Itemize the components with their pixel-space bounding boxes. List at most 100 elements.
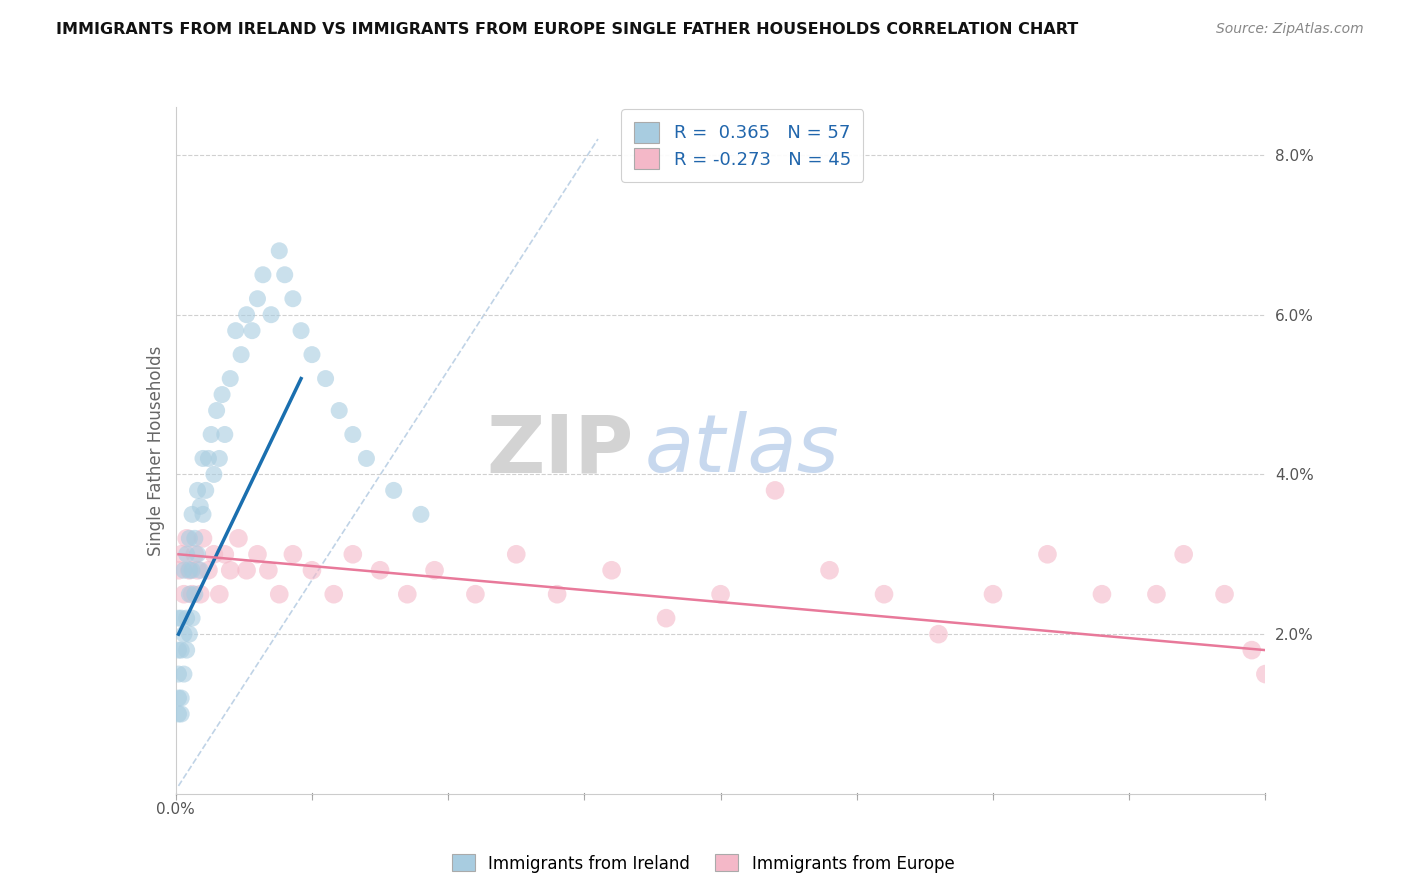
- Legend: R =  0.365   N = 57, R = -0.273   N = 45: R = 0.365 N = 57, R = -0.273 N = 45: [621, 109, 863, 182]
- Point: [281, 547, 304, 561]
- Point: [981, 587, 1004, 601]
- Point: [184, 531, 207, 545]
- Text: atlas: atlas: [644, 411, 839, 490]
- Point: [173, 587, 195, 601]
- Point: [710, 587, 733, 601]
- Point: [202, 547, 225, 561]
- Point: [269, 587, 291, 601]
- Point: [368, 563, 391, 577]
- Point: [208, 451, 231, 466]
- Point: [228, 531, 250, 545]
- Point: [188, 563, 211, 577]
- Point: [191, 451, 214, 466]
- Point: [170, 643, 193, 657]
- Point: [301, 348, 323, 362]
- Point: [315, 371, 337, 385]
- Point: [176, 643, 198, 657]
- Point: [170, 691, 193, 706]
- Point: [176, 531, 198, 545]
- Point: [1254, 667, 1277, 681]
- Point: [186, 563, 209, 577]
- Point: [167, 611, 190, 625]
- Point: [464, 587, 486, 601]
- Point: [184, 547, 207, 561]
- Point: [205, 403, 228, 417]
- Point: [167, 667, 190, 681]
- Text: Source: ZipAtlas.com: Source: ZipAtlas.com: [1216, 22, 1364, 37]
- Point: [235, 563, 257, 577]
- Point: [396, 587, 419, 601]
- Point: [763, 483, 786, 498]
- Point: [202, 467, 225, 482]
- Point: [173, 627, 195, 641]
- Text: ZIP: ZIP: [486, 411, 633, 490]
- Point: [546, 587, 568, 601]
- Point: [505, 547, 527, 561]
- Point: [188, 500, 211, 514]
- Point: [356, 451, 378, 466]
- Point: [179, 563, 201, 577]
- Point: [1091, 587, 1114, 601]
- Point: [179, 563, 201, 577]
- Point: [197, 563, 219, 577]
- Point: [170, 706, 193, 721]
- Point: [200, 427, 222, 442]
- Point: [167, 643, 190, 657]
- Point: [184, 587, 207, 601]
- Point: [167, 691, 190, 706]
- Point: [225, 324, 247, 338]
- Y-axis label: Single Father Households: Single Father Households: [146, 345, 165, 556]
- Point: [1213, 587, 1236, 601]
- Legend: Immigrants from Ireland, Immigrants from Europe: Immigrants from Ireland, Immigrants from…: [444, 847, 962, 880]
- Point: [181, 611, 204, 625]
- Point: [1144, 587, 1167, 601]
- Point: [231, 348, 253, 362]
- Text: 0.0%: 0.0%: [156, 802, 195, 817]
- Point: [181, 563, 204, 577]
- Point: [600, 563, 623, 577]
- Point: [269, 244, 291, 258]
- Point: [179, 531, 201, 545]
- Point: [170, 547, 193, 561]
- Point: [181, 587, 204, 601]
- Text: IMMIGRANTS FROM IRELAND VS IMMIGRANTS FROM EUROPE SINGLE FATHER HOUSEHOLDS CORRE: IMMIGRANTS FROM IRELAND VS IMMIGRANTS FR…: [56, 22, 1078, 37]
- Point: [179, 627, 201, 641]
- Point: [219, 371, 242, 385]
- Point: [322, 587, 344, 601]
- Point: [191, 531, 214, 545]
- Point: [382, 483, 405, 498]
- Point: [290, 324, 312, 338]
- Point: [246, 292, 269, 306]
- Point: [186, 547, 209, 561]
- Point: [208, 587, 231, 601]
- Point: [252, 268, 274, 282]
- Point: [173, 563, 195, 577]
- Point: [214, 547, 236, 561]
- Point: [342, 547, 364, 561]
- Point: [1240, 643, 1263, 657]
- Point: [260, 308, 283, 322]
- Point: [179, 587, 201, 601]
- Point: [281, 292, 304, 306]
- Point: [176, 611, 198, 625]
- Point: [191, 508, 214, 522]
- Point: [194, 483, 217, 498]
- Point: [342, 427, 364, 442]
- Point: [235, 308, 257, 322]
- Point: [211, 387, 233, 401]
- Point: [274, 268, 297, 282]
- Point: [1173, 547, 1195, 561]
- Point: [246, 547, 269, 561]
- Point: [188, 587, 211, 601]
- Point: [257, 563, 280, 577]
- Point: [214, 427, 236, 442]
- Point: [328, 403, 350, 417]
- Point: [873, 587, 896, 601]
- Point: [167, 706, 190, 721]
- Point: [818, 563, 841, 577]
- Point: [186, 483, 209, 498]
- Point: [301, 563, 323, 577]
- Point: [655, 611, 678, 625]
- Point: [170, 611, 193, 625]
- Point: [167, 563, 190, 577]
